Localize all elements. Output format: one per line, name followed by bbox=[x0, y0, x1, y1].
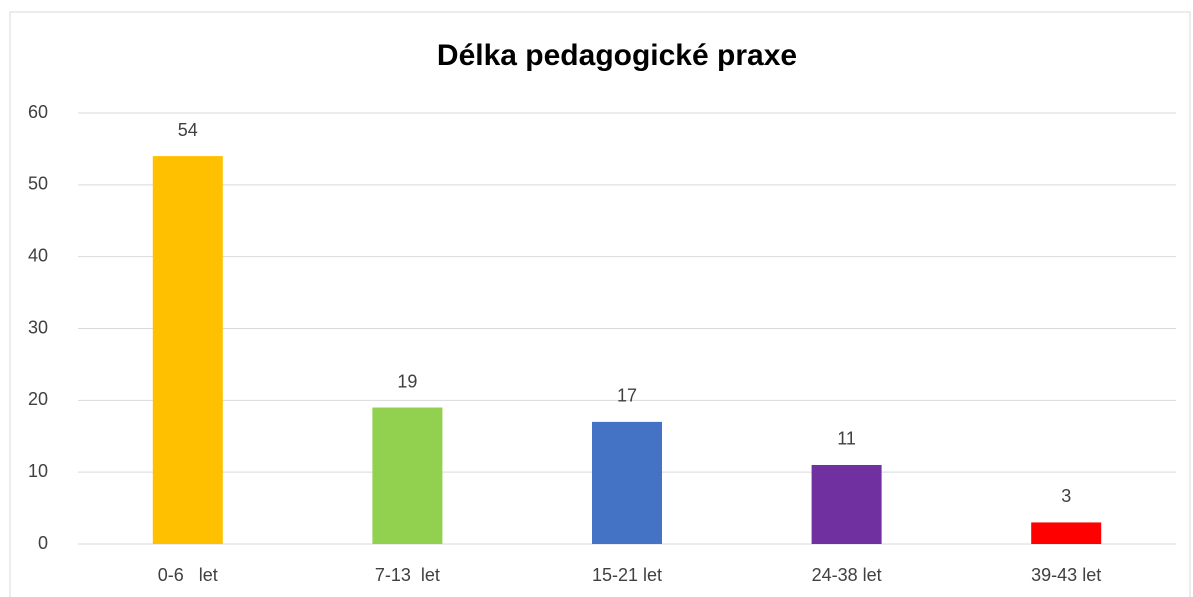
y-tick-label: 10 bbox=[28, 461, 48, 481]
y-tick-label: 30 bbox=[28, 317, 48, 337]
y-tick-label: 20 bbox=[28, 389, 48, 409]
x-tick-label: 7-13 let bbox=[375, 565, 440, 585]
bar bbox=[372, 407, 443, 544]
bar bbox=[1031, 522, 1102, 544]
bar bbox=[152, 156, 223, 544]
data-label: 11 bbox=[837, 429, 856, 449]
y-tick-label: 40 bbox=[28, 245, 48, 265]
data-label: 19 bbox=[397, 371, 417, 391]
data-label: 3 bbox=[1061, 486, 1071, 506]
x-tick-label: 39-43 let bbox=[1031, 565, 1101, 585]
chart-title: Délka pedagogické praxe bbox=[437, 39, 797, 72]
x-tick-label: 24-38 let bbox=[812, 565, 882, 585]
y-tick-label: 50 bbox=[28, 174, 48, 194]
x-tick-label: 15-21 let bbox=[592, 565, 662, 585]
x-tick-label: 0-6 let bbox=[158, 565, 218, 585]
bar bbox=[592, 421, 662, 544]
y-tick-label: 60 bbox=[28, 102, 48, 122]
bar bbox=[811, 464, 882, 544]
chart-frame bbox=[9, 11, 1191, 597]
y-tick-label: 0 bbox=[38, 533, 48, 553]
data-label: 54 bbox=[178, 120, 198, 140]
data-label: 17 bbox=[617, 386, 637, 406]
